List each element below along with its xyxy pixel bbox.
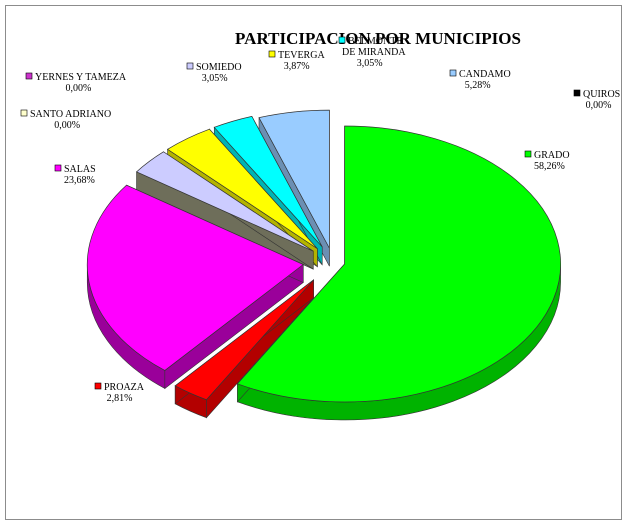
pie-slice-top-teverga: [166, 128, 318, 249]
slice-value-teverga: 3,87%: [284, 61, 310, 72]
slice-name-yernes-y-tameza: YERNES Y TAMEZA: [35, 72, 127, 83]
pie-slice-salas: [86, 184, 304, 390]
chart-frame: [5, 5, 622, 520]
pie-slice-proaza: [174, 279, 314, 419]
slice-name-teverga: TEVERGA: [278, 50, 325, 61]
legend-swatch-teverga: [268, 50, 276, 58]
slice-name-proaza: PROAZA: [104, 382, 145, 393]
slice-name-santo-adriano: SANTO ADRIANO: [30, 109, 111, 120]
slice-value-candamo: 5,28%: [465, 80, 491, 91]
legend-swatch-santo-adriano: [20, 109, 28, 117]
slice-value-belmonte-de-miranda: 3,05%: [357, 58, 383, 69]
pie-slice-grado: [236, 125, 561, 421]
slice-name-somiedo: SOMIEDO: [196, 62, 242, 73]
slice-value-santo-adriano: 0,00%: [54, 120, 80, 131]
legend-swatch-salas: [54, 164, 62, 172]
slice-value-quiros: 0,00%: [586, 100, 612, 111]
slice-name-grado: GRADO: [534, 150, 570, 161]
slice-value-grado: 58,26%: [534, 161, 565, 172]
pie-slice-somiedo: [135, 151, 314, 270]
chart-title: PARTICIPACION POR MUNICIPIOS: [235, 29, 521, 48]
slice-name-belmonte-de-miranda-1: DE MIRANDA: [342, 47, 406, 58]
pie-slice-top-candamo: [258, 109, 330, 249]
legend-swatch-grado: [524, 150, 532, 158]
slice-name-quiros: QUIROS: [583, 89, 620, 100]
legend-swatch-somiedo: [186, 62, 194, 70]
slice-name-candamo: CANDAMO: [459, 69, 511, 80]
legend-swatch-candamo: [449, 69, 457, 77]
pie-slice-top-proaza: [174, 279, 314, 401]
pie-slices: [86, 109, 561, 421]
legend-swatch-belmonte-de-miranda: [338, 36, 346, 44]
slice-value-proaza: 2,81%: [107, 393, 133, 404]
pie-slice-top-grado: [236, 125, 561, 403]
slice-name-belmonte-de-miranda: BELMONTE: [348, 36, 402, 47]
pie-slice-top-salas: [86, 184, 304, 371]
pie-slice-top-somiedo: [135, 151, 314, 252]
legend-swatch-yernes-y-tameza: [25, 72, 33, 80]
pie-slice-top-belmonte-de-miranda: [213, 115, 323, 248]
legend-swatch-quiros: [573, 89, 581, 97]
legend-swatch-proaza: [94, 382, 102, 390]
slice-value-yernes-y-tameza: 0,00%: [66, 83, 92, 94]
slice-value-salas: 23,68%: [64, 175, 95, 186]
slice-value-somiedo: 3,05%: [202, 73, 228, 84]
slice-name-salas: SALAS: [64, 164, 96, 175]
